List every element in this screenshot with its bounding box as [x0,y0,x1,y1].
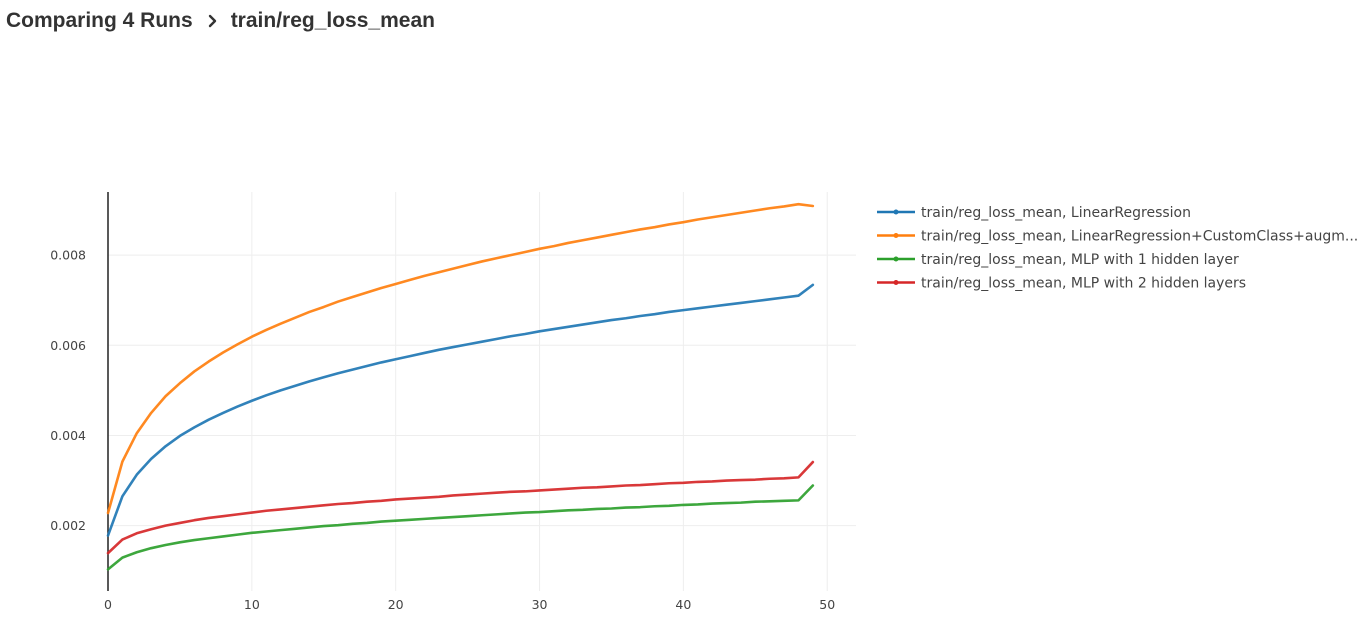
y-tick-label: 0.006 [50,338,86,353]
legend-marker [893,280,899,285]
legend-label: train/reg_loss_mean, LinearRegression+Cu… [921,229,1357,245]
legend-item-2[interactable]: train/reg_loss_mean, MLP with 1 hidden l… [877,252,1239,268]
legend-label: train/reg_loss_mean, LinearRegression [921,205,1191,221]
series-line-1[interactable] [106,202,815,515]
legend-item-1[interactable]: train/reg_loss_mean, LinearRegression+Cu… [877,229,1357,245]
series-line-3[interactable] [106,460,815,555]
chart-series [106,202,815,571]
x-tick-label: 30 [532,597,548,612]
x-tick-label: 0 [104,597,112,612]
legend-marker [893,256,899,262]
x-tick-label: 50 [819,597,835,612]
legend-label: train/reg_loss_mean, MLP with 1 hidden l… [921,252,1239,268]
x-tick-label: 20 [388,597,404,612]
breadcrumb: Comparing 4 Runs train/reg_loss_mean [6,7,435,35]
series-line-0[interactable] [106,283,815,537]
legend-item-3[interactable]: train/reg_loss_mean, MLP with 2 hidden l… [877,276,1246,292]
breadcrumb-parent-link[interactable]: Comparing 4 Runs [6,9,193,32]
y-tick-label: 0.008 [50,248,86,263]
y-tick-label: 0.002 [50,518,86,533]
series-line-2[interactable] [106,484,815,571]
page-title: train/reg_loss_mean [230,9,435,32]
legend-item-0[interactable]: train/reg_loss_mean, LinearRegression [877,205,1191,221]
x-tick-label: 40 [675,597,691,612]
chevron-right-icon [208,14,216,28]
chart-axes: 0 10 20 30 40 50 0.002 0.004 0.006 0.008 [50,192,835,612]
chart-grid [108,192,856,591]
chart-legend: train/reg_loss_mean, LinearRegression tra… [877,205,1357,292]
legend-marker [893,209,899,215]
y-tick-label: 0.004 [50,428,86,443]
legend-label: train/reg_loss_mean, MLP with 2 hidden l… [921,276,1246,292]
x-tick-label: 10 [244,597,260,612]
legend-marker [893,233,899,238]
